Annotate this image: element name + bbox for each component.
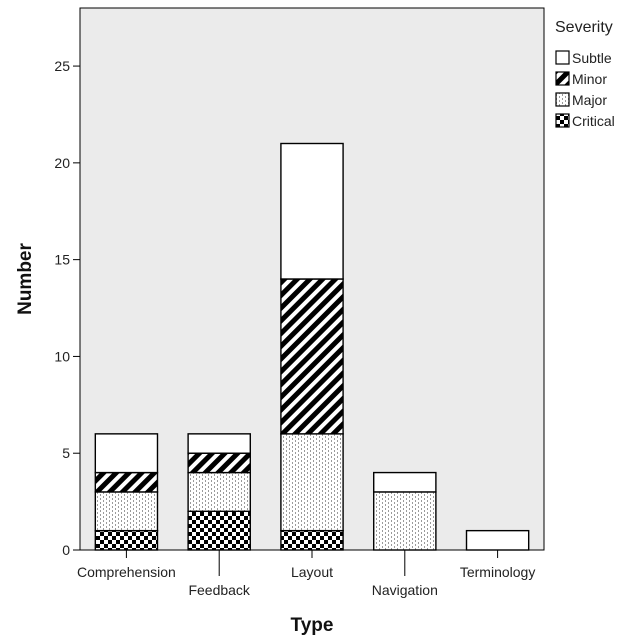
bar-segment-terminology-subtle: [465, 529, 530, 551]
bar-segment-layout-subtle: [280, 142, 344, 280]
bar-segment-layout-major: [280, 433, 344, 532]
legend-swatch-minor: [555, 71, 570, 86]
legend: Severity Subtle Minor Major Critical: [555, 19, 615, 129]
bar-segment-layout-minor: [280, 278, 344, 435]
x-tick-label-terminology: Terminology: [460, 564, 535, 580]
legend-label-major: Major: [572, 92, 607, 108]
x-tick-label-feedback: Feedback: [188, 582, 250, 598]
legend-swatch-major: [555, 92, 570, 107]
legend-label-minor: Minor: [572, 71, 607, 87]
bar-segment-navigation-subtle: [373, 471, 437, 493]
bars-group: [94, 142, 530, 551]
x-axis: Comprehension Feedback Layout Navigation Ter…: [77, 550, 535, 598]
y-tick-label: 15: [54, 252, 70, 268]
y-tick-label: 10: [54, 348, 70, 364]
bar-segment-feedback-critical: [187, 510, 251, 551]
bar-segment-feedback-minor: [187, 452, 251, 474]
bar-segment-comprehension-critical: [94, 529, 159, 551]
y-axis: 0 5 10 15 20 25: [54, 58, 80, 558]
x-tick-label-layout: Layout: [291, 564, 333, 580]
y-axis-title: Number: [15, 243, 36, 315]
bar-segment-feedback-major: [187, 471, 251, 512]
bar-segment-comprehension-major: [94, 491, 159, 532]
y-tick-label: 20: [54, 155, 70, 171]
x-tick-label-navigation: Navigation: [372, 582, 438, 598]
bar-segment-comprehension-minor: [94, 471, 159, 493]
bar-segment-navigation-major: [373, 491, 437, 551]
x-tick-label-comprehension: Comprehension: [77, 564, 176, 580]
y-tick-label: 5: [62, 445, 70, 461]
bar-segment-layout-critical: [280, 529, 344, 551]
legend-swatch-critical: [555, 113, 570, 128]
y-tick-label: 25: [54, 58, 70, 74]
bar-segment-feedback-subtle: [187, 433, 251, 454]
legend-label-critical: Critical: [572, 113, 615, 129]
legend-label-subtle: Subtle: [572, 50, 612, 66]
legend-swatch-subtle: [555, 50, 570, 65]
legend-title: Severity: [555, 19, 613, 36]
x-axis-title: Type: [291, 615, 334, 636]
y-tick-label: 0: [62, 542, 70, 558]
bar-segment-comprehension-subtle: [94, 433, 159, 474]
